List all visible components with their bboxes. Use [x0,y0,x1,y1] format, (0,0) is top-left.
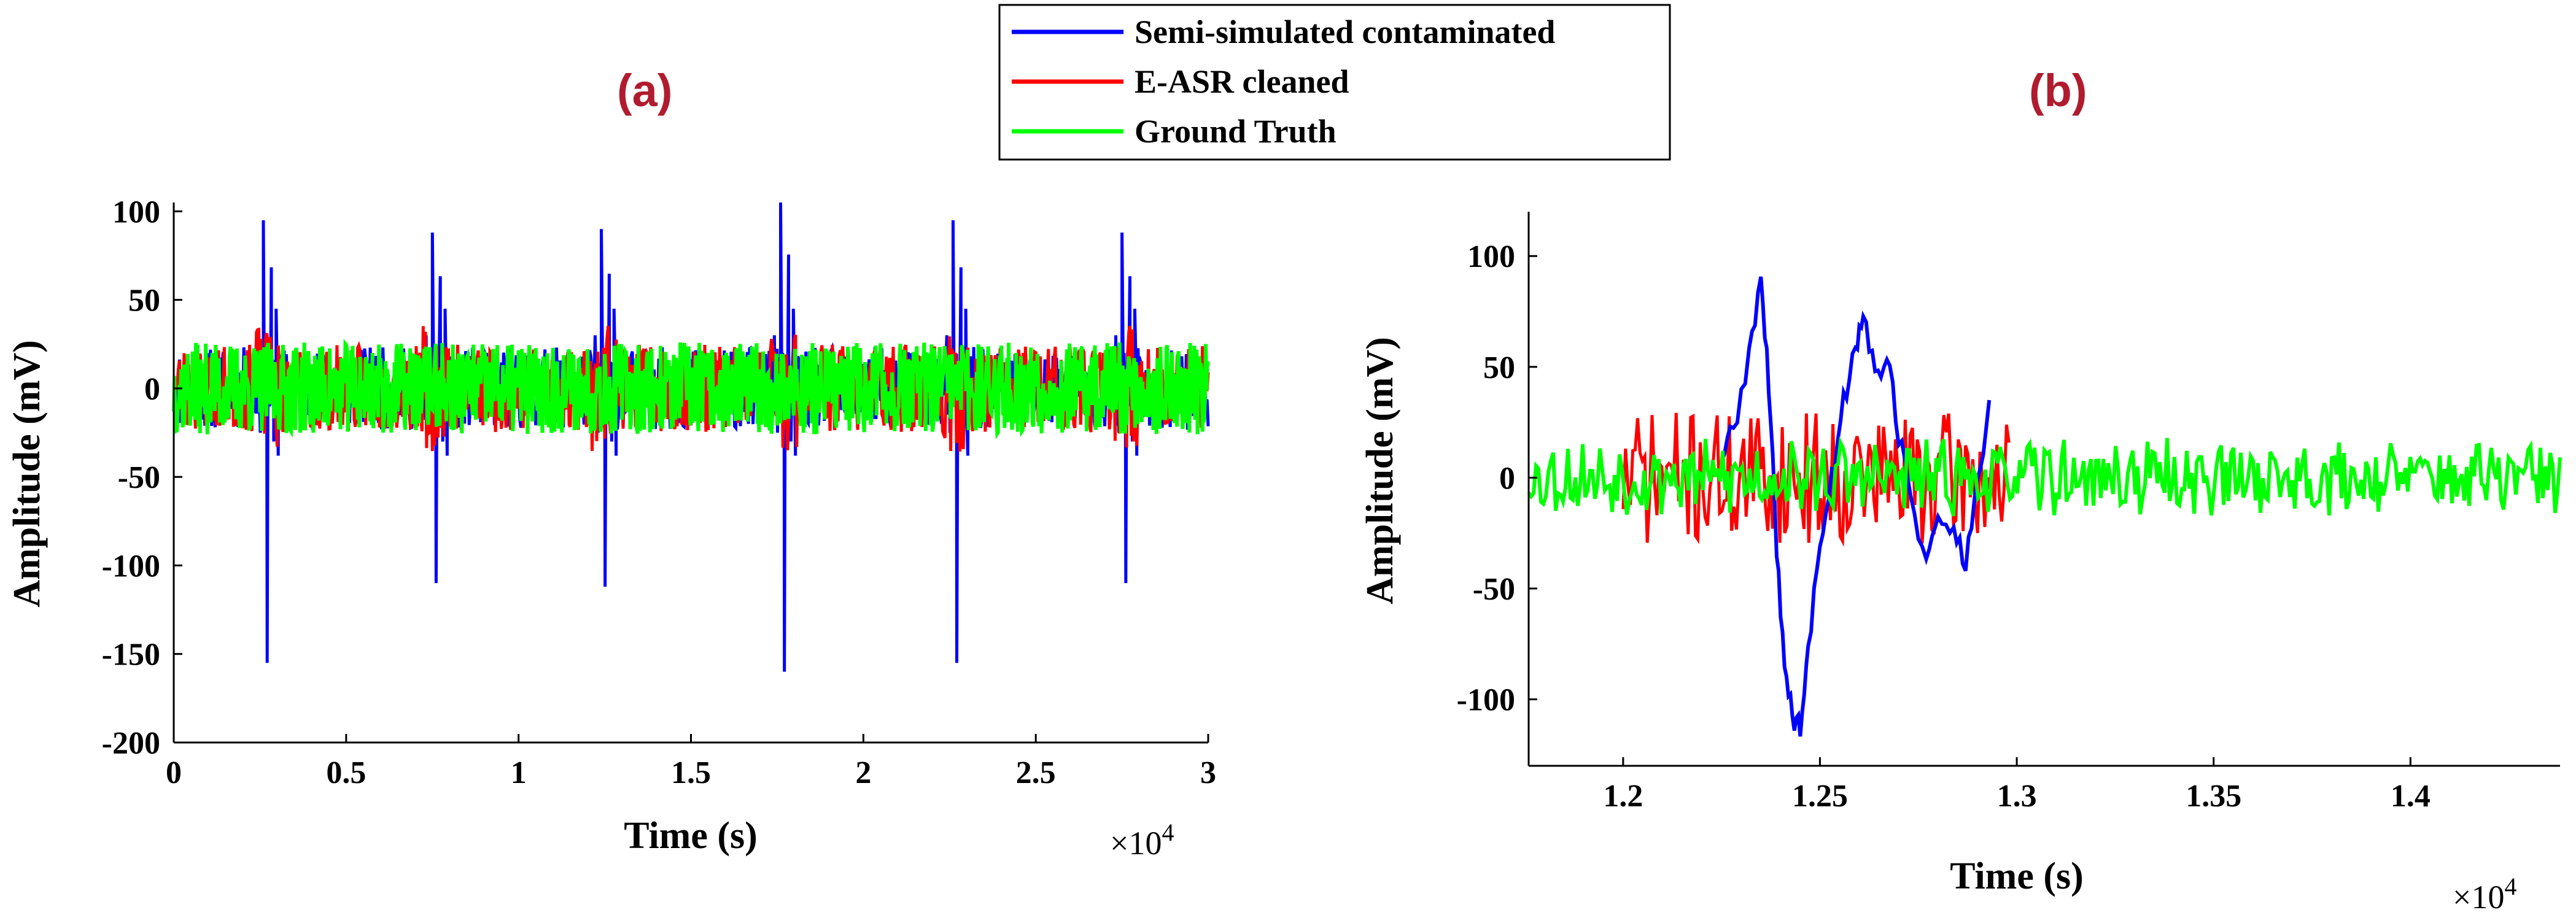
chart-a-axes: 0 0.5 1 1.5 2 2.5 3 -200 -150 -100 -50 0 50 100 [102,195,1216,790]
chart-b-x-multiplier-base: ×10 [2453,879,2504,916]
chart-a-y-tick-label: 0 [144,372,160,407]
legend-label-cleaned: E-ASR cleaned [1135,63,1349,100]
chart-b-traces [1527,276,2562,737]
chart-a-x-tick-label: 2 [855,755,871,790]
chart-b-x-tick-label: 1.4 [2391,779,2431,814]
chart-a-y-tick-label: 50 [128,284,160,318]
chart-b-y-tick-label: 0 [1499,461,1515,496]
legend: Semi-simulated contaminated E-ASR cleane… [998,4,1671,161]
chart-a-series-ground-truth [172,339,1210,440]
legend-label-contaminated: Semi-simulated contaminated [1135,14,1555,50]
chart-a-series-contaminated [172,202,1210,672]
chart-a-y-tick-label: 100 [112,195,160,230]
chart-a-x-axis-label: Time (s) [624,815,758,857]
chart-a-x-tick-label: 3 [1200,755,1216,790]
chart-b-y-tick-label: -100 [1457,683,1515,718]
chart-b-y-tick-label: 100 [1467,239,1515,274]
chart-a-x-tick-label: 0.5 [326,755,366,790]
chart-panel-a: 0 0.5 1 1.5 2 2.5 3 -200 -150 -100 -50 0 50 100 Time … [6,195,1216,862]
chart-b-x-tick-label: 1.35 [2186,779,2241,814]
chart-a-y-axis-label: Amplitude (mV) [6,340,48,608]
chart-b-x-axis-label: Time (s) [1950,855,2084,897]
chart-a-x-tick-label: 2.5 [1016,755,1056,790]
chart-a-traces [172,202,1210,672]
chart-b-x-multiplier-exp: 4 [2504,873,2516,900]
chart-a-y-tick-label: -150 [102,638,160,673]
panel-label-b: (b) [2029,65,2087,116]
chart-a-x-tick-label: 1.5 [671,755,711,790]
chart-b-axes: 1.2 1.25 1.3 1.35 1.4 -100 -50 0 50 100 [1457,212,2560,814]
chart-a-x-tick-label: 1 [511,755,527,790]
chart-b-x-multiplier: ×104 [2453,873,2516,916]
chart-b-y-axis-label: Amplitude (mV) [1359,337,1401,604]
chart-b-y-tick-label: -50 [1473,572,1515,607]
panel-label-a: (a) [617,65,672,116]
chart-b-x-tick-label: 1.2 [1603,779,1643,814]
chart-a-x-tick-label: 0 [166,755,182,790]
chart-a-y-tick-label: -50 [118,460,160,495]
legend-label-ground-truth: Ground Truth [1135,113,1336,150]
chart-a-x-multiplier-base: ×10 [1110,825,1162,862]
chart-a-y-tick-label: -200 [102,726,160,761]
chart-a-y-tick-label: -100 [102,549,160,584]
chart-b-series-cleaned [1621,412,2011,547]
chart-b-x-tick-label: 1.3 [1997,779,2037,814]
chart-b-y-tick-label: 50 [1483,350,1515,385]
chart-a-x-multiplier: ×104 [1110,819,1174,862]
chart-b-x-tick-label: 1.25 [1792,779,1848,814]
chart-a-x-multiplier-exp: 4 [1162,819,1174,846]
chart-b-series-ground-truth [1527,436,2562,517]
chart-b-series-contaminated [1720,276,1992,737]
